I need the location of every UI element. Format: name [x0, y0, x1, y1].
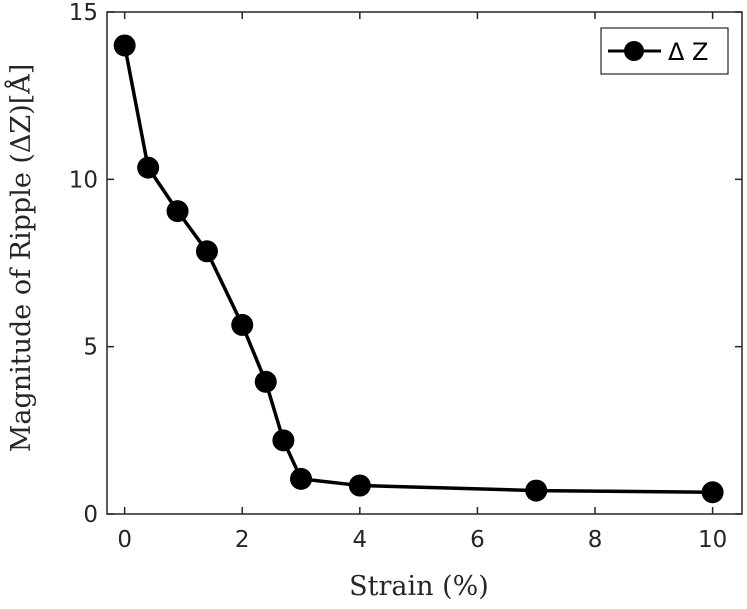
data-point: [348, 474, 371, 497]
x-tick-label: 0: [117, 527, 132, 553]
data-point: [166, 200, 189, 223]
legend: Δ Z: [600, 27, 729, 75]
data-point: [254, 370, 277, 393]
legend-label: Δ Z: [668, 38, 709, 66]
x-tick-label: 2: [235, 527, 250, 553]
data-point: [701, 481, 724, 504]
data-point: [525, 479, 548, 502]
data-point: [231, 313, 254, 336]
x-tick-labels: 0 2 4 6 8 10: [117, 527, 727, 553]
y-tick-label: 10: [69, 167, 98, 193]
data-point: [272, 429, 295, 452]
y-tick-labels: 0 5 10 15: [69, 0, 98, 528]
plot-frame: [106, 11, 743, 515]
data-point: [113, 34, 136, 57]
y-axis-title: Magnitude of Ripple (ΔZ)[Å]: [4, 64, 37, 453]
x-tick-label: 10: [698, 527, 727, 553]
series-layer: [113, 34, 724, 504]
x-axis-title: Strain (%): [349, 571, 489, 602]
x-tick-label: 8: [588, 527, 603, 553]
data-point: [290, 467, 313, 490]
y-tick-label: 0: [83, 502, 98, 528]
data-point: [137, 156, 160, 179]
x-tick-label: 4: [353, 527, 368, 553]
y-tick-label: 15: [69, 0, 98, 26]
y-tick-label: 5: [83, 335, 98, 361]
x-tick-label: 6: [470, 527, 485, 553]
data-point: [195, 240, 218, 263]
legend-marker-sample: [624, 41, 644, 61]
